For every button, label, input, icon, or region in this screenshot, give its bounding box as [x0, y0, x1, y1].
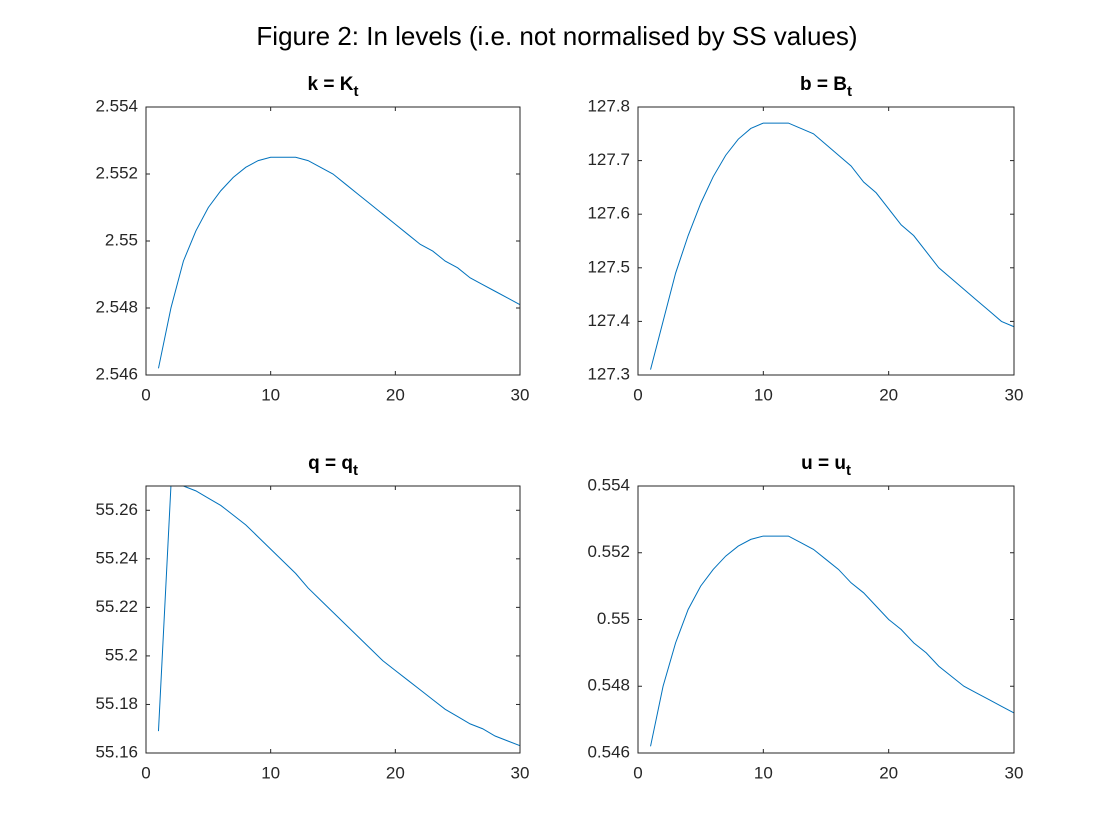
y-tick-label: 2.546	[95, 364, 138, 383]
subplot-title: k = Kt	[308, 74, 359, 100]
subplot-title: q = qt	[308, 453, 358, 479]
subplot-title-subscript: t	[846, 462, 851, 479]
y-tick-label: 127.6	[587, 204, 630, 223]
y-tick-label: 0.548	[587, 676, 630, 695]
axes-box	[637, 106, 1015, 376]
subplot-title-subscript: t	[353, 83, 358, 100]
y-tick-label: 2.554	[95, 96, 138, 115]
y-tick-label: 2.548	[95, 297, 138, 316]
y-tick-label: 0.552	[587, 542, 630, 561]
data-line	[157, 485, 521, 747]
data-line	[650, 122, 1015, 370]
x-tick-label: 20	[386, 763, 405, 782]
y-tick-label: 127.3	[587, 364, 630, 383]
y-tick-label: 127.4	[587, 311, 630, 330]
y-tick-label: 127.8	[587, 96, 630, 115]
y-tick-label: 127.5	[587, 257, 630, 276]
subplot-title-main: u = u	[801, 453, 846, 474]
x-tick-label: 0	[633, 763, 642, 782]
x-tick-label: 30	[511, 385, 530, 404]
axes-box	[637, 485, 1015, 754]
x-tick-label: 30	[1005, 385, 1024, 404]
subplot-title: u = ut	[801, 453, 851, 479]
data-line	[650, 535, 1015, 747]
x-tick-label: 0	[141, 763, 150, 782]
data-line	[157, 156, 521, 369]
y-tick-label: 55.2	[105, 645, 138, 664]
subplot-title-subscript: t	[847, 83, 852, 100]
y-tick-label: 55.18	[95, 694, 138, 713]
axes-background	[146, 486, 520, 753]
subplot-title-main: q = q	[308, 453, 353, 474]
y-tick-label: 55.24	[95, 548, 138, 567]
axes-box	[145, 485, 521, 754]
subplot-title: b = Bt	[800, 74, 852, 100]
x-tick-label: 0	[141, 385, 150, 404]
y-tick-label: 55.16	[95, 742, 138, 761]
axes-background	[146, 107, 520, 375]
subplot-title-main: b = B	[800, 74, 847, 95]
axes-background	[638, 486, 1014, 753]
figure-title: Figure 2: In levels (i.e. not normalised…	[256, 21, 857, 51]
axes-box	[145, 106, 521, 376]
x-tick-label: 30	[511, 763, 530, 782]
y-tick-label: 55.26	[95, 500, 138, 519]
y-tick-label: 2.552	[95, 163, 138, 182]
y-tick-label: 127.7	[587, 150, 630, 169]
y-tick-label: 0.554	[587, 475, 630, 494]
x-tick-label: 10	[261, 385, 280, 404]
x-tick-label: 10	[261, 763, 280, 782]
x-tick-label: 20	[879, 385, 898, 404]
y-tick-label: 0.546	[587, 742, 630, 761]
x-tick-label: 0	[633, 385, 642, 404]
x-tick-label: 10	[754, 763, 773, 782]
y-tick-label: 2.55	[105, 230, 138, 249]
x-tick-label: 30	[1005, 763, 1024, 782]
axes-background	[638, 107, 1014, 375]
y-tick-label: 55.22	[95, 597, 138, 616]
x-tick-label: 10	[754, 385, 773, 404]
x-tick-label: 20	[386, 385, 405, 404]
x-tick-label: 20	[879, 763, 898, 782]
y-tick-label: 0.55	[597, 609, 630, 628]
subplot-title-subscript: t	[353, 462, 358, 479]
subplot-title-main: k = K	[308, 74, 354, 95]
